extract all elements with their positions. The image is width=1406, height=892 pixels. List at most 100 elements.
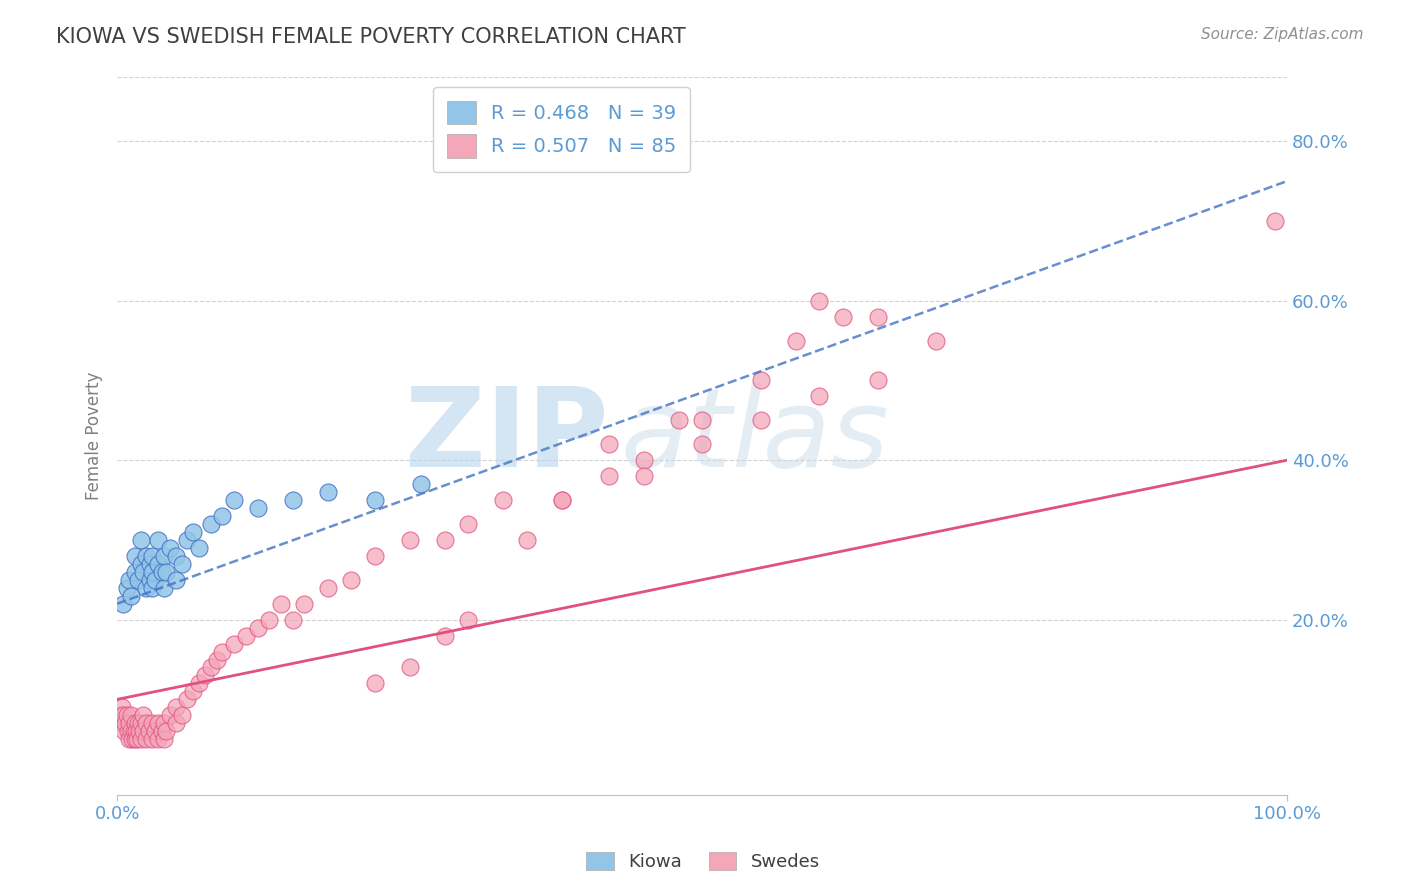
- Point: [598, 469, 620, 483]
- Point: [433, 629, 456, 643]
- Text: Source: ZipAtlas.com: Source: ZipAtlas.com: [1201, 27, 1364, 42]
- Point: [1264, 214, 1286, 228]
- Point: [141, 549, 163, 563]
- Point: [808, 389, 831, 403]
- Point: [363, 549, 385, 563]
- Y-axis label: Female Poverty: Female Poverty: [86, 372, 103, 500]
- Point: [127, 573, 149, 587]
- Point: [598, 437, 620, 451]
- Point: [194, 668, 217, 682]
- Point: [749, 413, 772, 427]
- Point: [143, 724, 166, 739]
- Point: [205, 652, 228, 666]
- Point: [551, 493, 574, 508]
- Point: [132, 708, 155, 723]
- Point: [785, 334, 807, 348]
- Point: [153, 581, 176, 595]
- Point: [138, 724, 160, 739]
- Point: [165, 573, 187, 587]
- Point: [114, 716, 136, 731]
- Point: [135, 581, 157, 595]
- Point: [224, 493, 246, 508]
- Point: [141, 581, 163, 595]
- Point: [866, 373, 889, 387]
- Point: [124, 716, 146, 731]
- Point: [170, 708, 193, 723]
- Point: [115, 708, 138, 723]
- Point: [633, 453, 655, 467]
- Point: [135, 549, 157, 563]
- Legend: R = 0.468   N = 39, R = 0.507   N = 85: R = 0.468 N = 39, R = 0.507 N = 85: [433, 87, 690, 171]
- Point: [153, 716, 176, 731]
- Point: [129, 716, 152, 731]
- Point: [121, 732, 143, 747]
- Point: [411, 477, 433, 491]
- Point: [633, 469, 655, 483]
- Point: [112, 708, 135, 723]
- Point: [127, 716, 149, 731]
- Point: [176, 692, 198, 706]
- Point: [125, 732, 148, 747]
- Point: [155, 724, 177, 739]
- Point: [235, 629, 257, 643]
- Point: [129, 533, 152, 547]
- Point: [398, 660, 420, 674]
- Point: [170, 557, 193, 571]
- Point: [690, 413, 713, 427]
- Point: [181, 684, 204, 698]
- Point: [129, 732, 152, 747]
- Text: atlas: atlas: [620, 383, 889, 490]
- Point: [120, 708, 142, 723]
- Point: [120, 589, 142, 603]
- Point: [200, 660, 222, 674]
- Point: [118, 732, 141, 747]
- Point: [551, 493, 574, 508]
- Point: [181, 524, 204, 539]
- Point: [281, 493, 304, 508]
- Point: [124, 565, 146, 579]
- Point: [146, 533, 169, 547]
- Point: [153, 732, 176, 747]
- Point: [110, 716, 132, 731]
- Point: [129, 557, 152, 571]
- Point: [270, 597, 292, 611]
- Point: [246, 621, 269, 635]
- Point: [124, 732, 146, 747]
- Text: ZIP: ZIP: [405, 383, 609, 490]
- Point: [153, 549, 176, 563]
- Point: [146, 732, 169, 747]
- Point: [749, 373, 772, 387]
- Point: [492, 493, 515, 508]
- Point: [200, 516, 222, 531]
- Point: [668, 413, 690, 427]
- Point: [831, 310, 853, 324]
- Text: KIOWA VS SWEDISH FEMALE POVERTY CORRELATION CHART: KIOWA VS SWEDISH FEMALE POVERTY CORRELAT…: [56, 27, 686, 46]
- Point: [259, 613, 281, 627]
- Point: [808, 293, 831, 308]
- Point: [433, 533, 456, 547]
- Point: [132, 724, 155, 739]
- Point: [398, 533, 420, 547]
- Point: [457, 613, 479, 627]
- Point: [143, 573, 166, 587]
- Point: [363, 493, 385, 508]
- Point: [132, 565, 155, 579]
- Point: [165, 716, 187, 731]
- Point: [155, 565, 177, 579]
- Point: [925, 334, 948, 348]
- Point: [363, 676, 385, 690]
- Point: [135, 716, 157, 731]
- Point: [188, 541, 211, 555]
- Point: [141, 732, 163, 747]
- Point: [120, 724, 142, 739]
- Point: [150, 565, 173, 579]
- Point: [150, 724, 173, 739]
- Point: [111, 700, 134, 714]
- Point: [246, 501, 269, 516]
- Point: [125, 724, 148, 739]
- Point: [316, 485, 339, 500]
- Point: [139, 557, 162, 571]
- Point: [866, 310, 889, 324]
- Point: [224, 636, 246, 650]
- Point: [159, 541, 181, 555]
